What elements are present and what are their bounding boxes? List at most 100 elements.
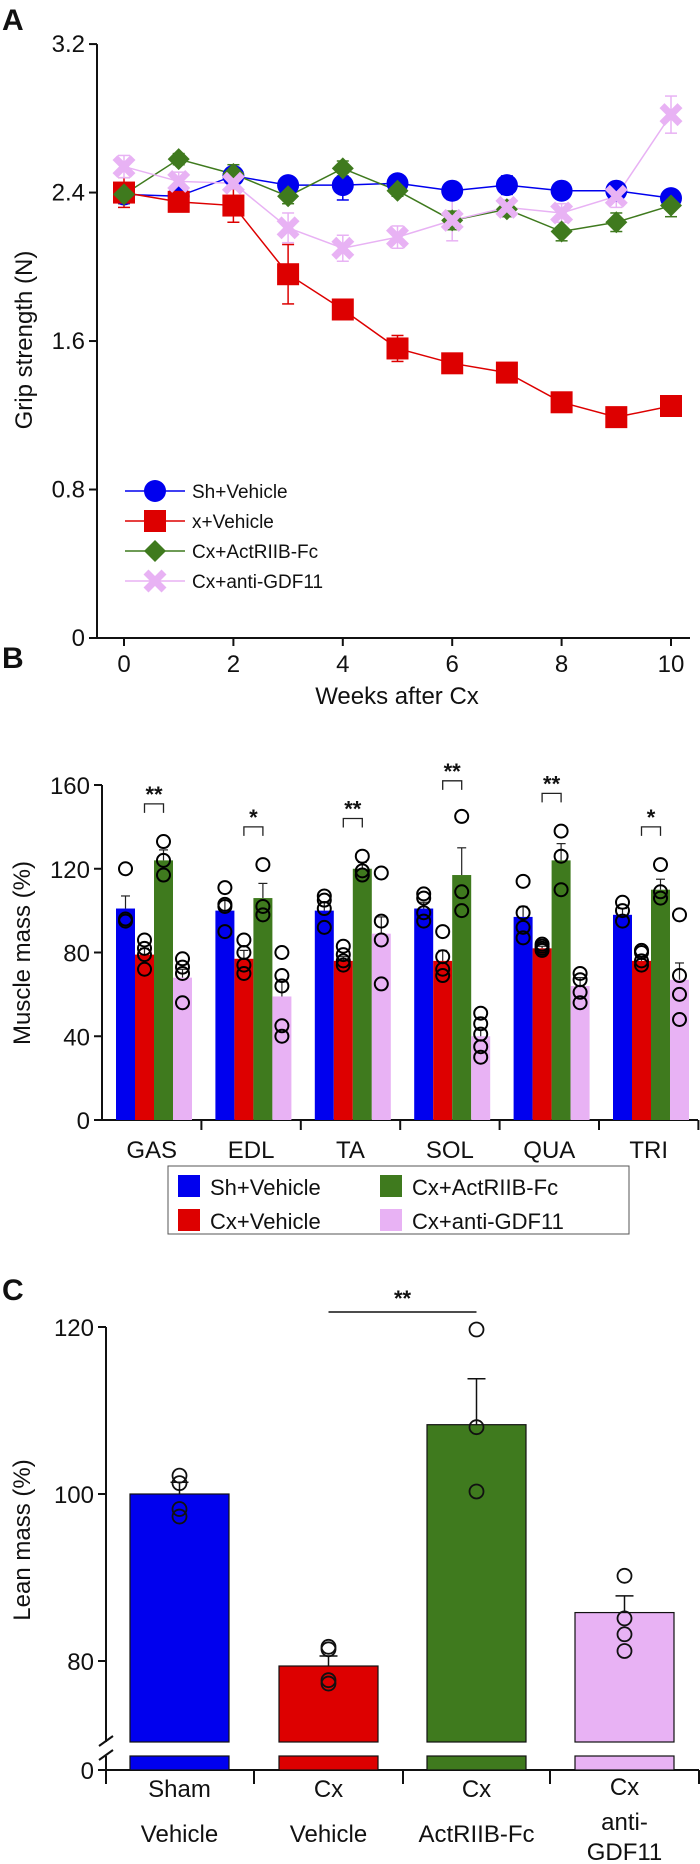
data-point-0 (441, 179, 464, 202)
data-point (137, 932, 152, 948)
bar-gas-2 (154, 860, 173, 1120)
data-point (473, 1016, 489, 1032)
data-point (572, 965, 588, 981)
data-point (354, 863, 370, 879)
data-point-2 (167, 148, 190, 171)
legend-label: Cx+anti-GDF11 (412, 1209, 564, 1234)
x-tick-label: GDF11 (587, 1839, 663, 1864)
bar-upper-3 (574, 1611, 675, 1743)
legend-label: Cx+Vehicle (210, 1209, 321, 1234)
data-point-0 (605, 179, 628, 202)
data-point (274, 1028, 290, 1044)
data-point (435, 968, 451, 984)
data-point (137, 961, 152, 977)
x-tick-label: 0 (117, 651, 130, 678)
bar-lower-0 (129, 1755, 230, 1771)
data-point (672, 1012, 687, 1027)
legend-marker-stroke (143, 569, 167, 593)
bar-lower-2 (426, 1755, 527, 1771)
data-point (572, 984, 588, 1000)
bar-lower-1 (278, 1755, 379, 1771)
data-point-3 (659, 103, 683, 127)
x-tick-label: Cx (462, 1776, 491, 1803)
legend-swatch (178, 1209, 200, 1231)
data-point (468, 1321, 485, 1338)
data-point (616, 1626, 633, 1643)
significance-bracket (143, 803, 165, 813)
legend-label: x+Vehicle (192, 512, 274, 533)
data-point (156, 867, 171, 883)
data-point (616, 1643, 633, 1659)
data-point (572, 995, 588, 1011)
x-tick-label: 6 (446, 651, 459, 678)
data-point (217, 880, 233, 896)
data-point-1 (660, 395, 682, 417)
data-point (175, 951, 190, 967)
data-point (515, 919, 531, 935)
data-point-1 (222, 194, 245, 217)
significance-bracket (243, 826, 264, 836)
data-point (454, 884, 470, 900)
panel-label-b: B (2, 642, 24, 675)
y-tick-label: 3.2 (52, 31, 85, 58)
data-point-3 (386, 225, 409, 249)
data-point (653, 857, 668, 873)
bar-sol-2 (452, 875, 472, 1120)
bar-upper-0 (129, 1493, 230, 1743)
data-point (416, 913, 432, 929)
data-point (320, 1641, 337, 1658)
data-point (171, 1475, 188, 1492)
data-point (335, 953, 351, 969)
data-point-2 (550, 220, 573, 243)
data-point-3 (550, 201, 574, 225)
significance-bracket (442, 780, 463, 790)
x-tick-label: ActRIIB-Fc (418, 1821, 534, 1848)
data-point (435, 961, 451, 977)
data-point-2 (605, 211, 628, 234)
chart-c: 0 80 100 120 Sham Vehicle Cx Vehicle Cx ActRIIB-F… (54, 1286, 700, 1864)
data-point (435, 924, 451, 940)
x-tick-label: 2 (227, 651, 240, 678)
data-point (335, 957, 351, 973)
data-point-1 (277, 263, 300, 286)
data-point (615, 913, 630, 929)
legend-label: Sh+Vehicle (192, 482, 288, 503)
data-point (634, 957, 649, 973)
bar-upper-2 (426, 1424, 527, 1743)
data-point (217, 898, 233, 914)
data-point (171, 1508, 188, 1525)
data-point (515, 905, 531, 921)
significance-label: * (249, 805, 258, 830)
data-point (416, 905, 432, 921)
significance-label: ** (344, 797, 362, 822)
data-point (653, 890, 668, 906)
significance-label: ** (394, 1286, 412, 1311)
bar-qua-1 (532, 948, 552, 1120)
y-tick-label: 40 (63, 1024, 90, 1051)
data-point (118, 913, 133, 929)
data-point-2 (660, 194, 682, 217)
bar-edl-3 (272, 996, 292, 1120)
x-tick-label: TRI (629, 1137, 668, 1164)
data-point-3-stroke (440, 208, 464, 232)
data-point (316, 892, 332, 908)
y-tick-label: 1.6 (52, 328, 85, 355)
data-point-1 (550, 391, 573, 414)
data-point (634, 953, 649, 969)
chart-c-ylabel: Lean mass (%) (9, 1459, 36, 1620)
legend-marker (143, 569, 167, 593)
legend-marker (144, 510, 166, 532)
data-point-2 (386, 179, 409, 202)
data-point (175, 959, 190, 975)
data-point-3-stroke (604, 184, 628, 208)
data-point (175, 965, 190, 981)
data-point-3-stroke (550, 201, 574, 225)
data-point (255, 898, 271, 914)
data-point-3-stroke (386, 225, 409, 249)
y-tick-label: 80 (67, 1649, 94, 1676)
bar-qua-0 (513, 916, 533, 1120)
data-point-3 (167, 169, 191, 193)
data-point (515, 930, 531, 946)
legend-label: Cx+ActRIIB-Fc (412, 1175, 558, 1200)
data-point (416, 890, 432, 906)
